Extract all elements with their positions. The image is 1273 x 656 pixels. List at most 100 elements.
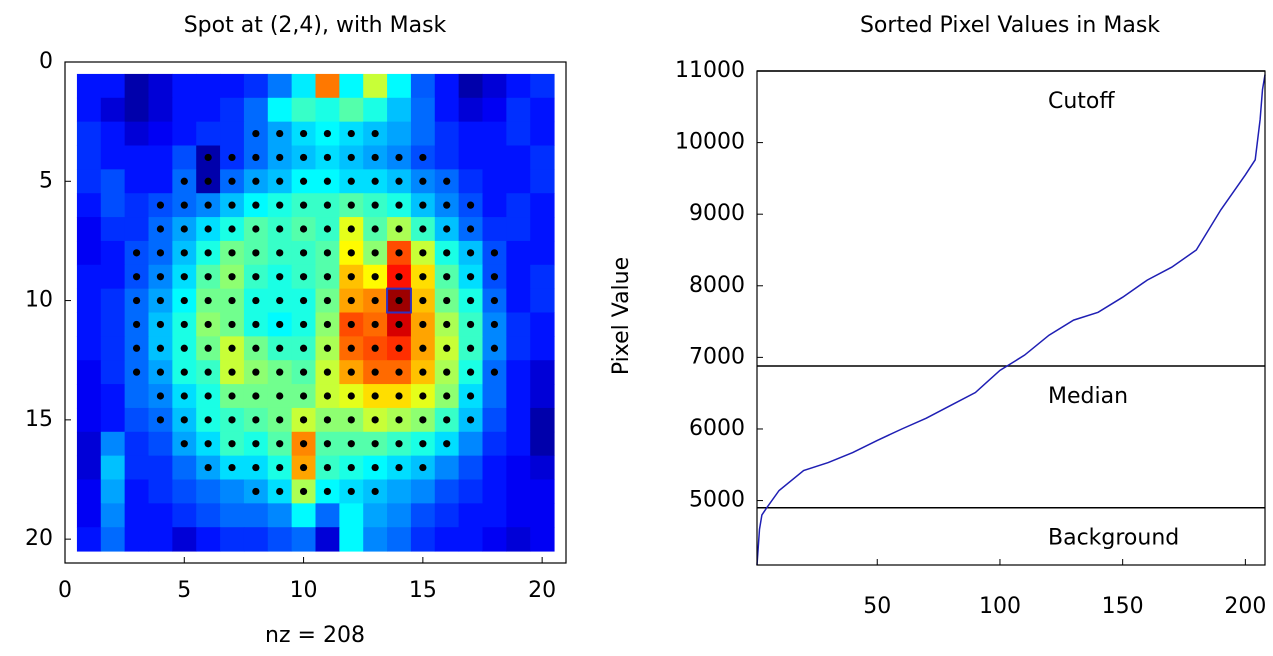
mask-dot [252,201,260,209]
mask-dot [419,201,427,209]
heatmap-cell [76,217,102,242]
heatmap-cell [482,145,507,170]
heatmap-cell [172,479,197,504]
heatmap-cell [530,431,555,457]
mask-dot [156,296,165,305]
mask-dot [132,296,141,305]
heatmap-cell [363,97,388,123]
heatmap-cell [172,97,197,123]
mask-dot [228,296,236,305]
mask-dot [156,225,165,233]
mask-dot [276,273,284,281]
heatmap-cell [506,288,531,313]
mask-dot [466,249,475,257]
heatmap-cell [100,479,126,504]
y-tick-label: 0 [39,49,53,74]
mask-dot [323,440,332,448]
mask-dot [347,153,355,162]
heatmap-cell [76,193,102,218]
heatmap-cell [148,97,173,123]
mask-dot [276,201,284,209]
mask-dot [180,177,188,185]
mask-dot [156,344,165,352]
x-tick-label: 5 [177,578,191,603]
mask-dot [371,153,379,162]
heatmap-cell [506,407,531,433]
mask-dot [299,320,308,329]
heatmap-cell [291,97,316,123]
mask-dot [419,296,427,305]
mask-dot [371,177,379,185]
heatmap-cell [482,527,507,552]
heatmap-cell [482,97,507,123]
heatmap-cell [339,73,364,99]
heatmap-cell [267,527,293,552]
heatmap-cell [196,527,221,552]
heatmap-cell [124,407,149,433]
mask-dot [347,225,355,233]
heatmap-cell [243,527,269,552]
heatmap-cell [530,312,555,337]
heatmap-cell [291,527,316,552]
heatmap-cell [458,527,483,552]
mask-dot [299,249,308,257]
heatmap-cell [506,360,531,385]
mask-dot [443,392,451,400]
mask-dot [395,249,403,257]
mask-dot [323,225,332,233]
y-tick-label: 7000 [689,344,745,369]
mask-dot [228,440,236,448]
mask-dot [252,368,260,376]
mask-dot [443,320,451,329]
mask-dot [252,320,260,329]
heatmap-cell [124,97,149,123]
heatmap-cell [506,479,531,504]
mask-dot [204,273,212,281]
mask-dot [299,225,308,233]
heatmap-cell [76,503,102,528]
mask-dot [323,320,332,329]
heatmap-cell [458,431,483,457]
heatmap-cell [363,503,388,528]
heatmap-cell [124,503,149,528]
y-tick-label: 9000 [689,201,745,226]
heatmap-cell [100,217,126,242]
mask-dot [347,463,355,472]
mask-dot [323,416,332,424]
mask-dot [347,440,355,448]
heatmap-cell [267,97,293,123]
heatmap-cell [196,121,221,146]
mask-dot [490,344,499,352]
heatmap-cell [100,312,126,337]
mask-dot [371,344,379,352]
heatmap-cell [530,121,555,146]
heatmap-cell [530,73,555,99]
heatmap-cell [506,264,531,290]
heatmap-cell [76,240,102,266]
mask-dot [156,416,165,424]
mask-dot [204,201,212,209]
heatmap-cell [482,169,507,194]
mask-dot [419,440,427,448]
heatmap-cell [458,455,483,480]
mask-dot [276,440,284,448]
mask-dot [228,153,236,162]
mask-dot [132,320,141,329]
mask-dot [252,296,260,305]
mask-dot [443,416,451,424]
mask-dot [204,320,212,329]
heatmap-cell [458,169,483,194]
mask-dot [204,296,212,305]
x-tick-label: 200 [1224,594,1266,619]
heatmap-cell [100,240,126,266]
mask-dot [299,487,308,496]
y-tick-label: 10000 [675,130,745,155]
mask-dot [443,249,451,257]
mask-dot [276,416,284,424]
heatmap-cell [196,503,221,528]
mask-dot [132,344,141,352]
heatmap-cell [482,121,507,146]
mask-dot [132,249,141,257]
heatmap-cell [220,503,245,528]
mask-dot [466,296,475,305]
